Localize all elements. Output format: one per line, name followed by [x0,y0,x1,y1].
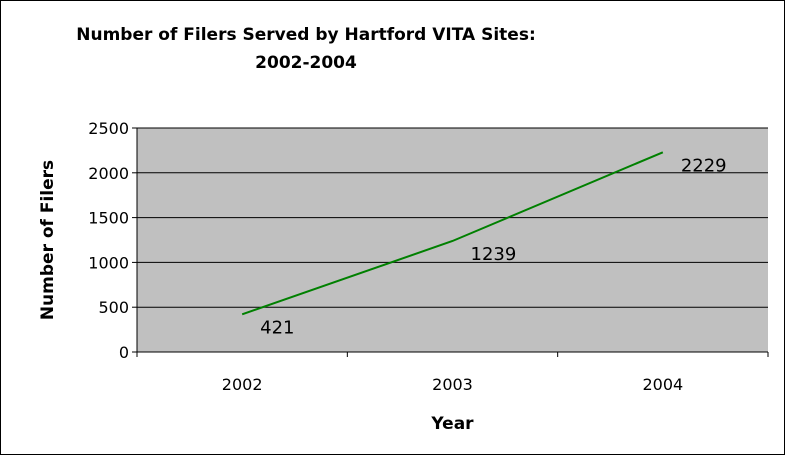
series-line [241,151,664,316]
y-tick-label: 0 [119,343,129,362]
data-label: 421 [260,317,294,338]
x-tick-label: 2002 [222,375,263,394]
y-tick-label: 1500 [88,209,129,228]
data-labels: 421 1239 2229 [260,155,726,338]
gridlines [137,127,768,308]
x-axis-title: Year [430,414,474,434]
y-tick-label: 2500 [88,119,129,138]
data-label: 2229 [681,155,727,176]
data-label: 1239 [471,244,517,265]
x-tick-label: 2003 [432,375,473,394]
x-axis-ticks: 2002 2003 2004 [136,352,769,394]
chart-title-line-1: Number of Filers Served by Hartford VITA… [76,25,536,45]
y-axis-ticks: 0 500 1000 1500 2000 2500 [88,119,137,362]
y-tick-label: 2000 [88,164,129,183]
y-tick-label: 1000 [88,253,129,272]
y-axis-title: Number of Filers [38,160,58,320]
axes [136,128,768,353]
chart-title: Number of Filers Served by Hartford VITA… [1,21,611,77]
chart-title-line-2: 2002-2004 [255,53,357,73]
x-tick-label: 2004 [642,375,683,394]
y-tick-label: 500 [98,298,129,317]
